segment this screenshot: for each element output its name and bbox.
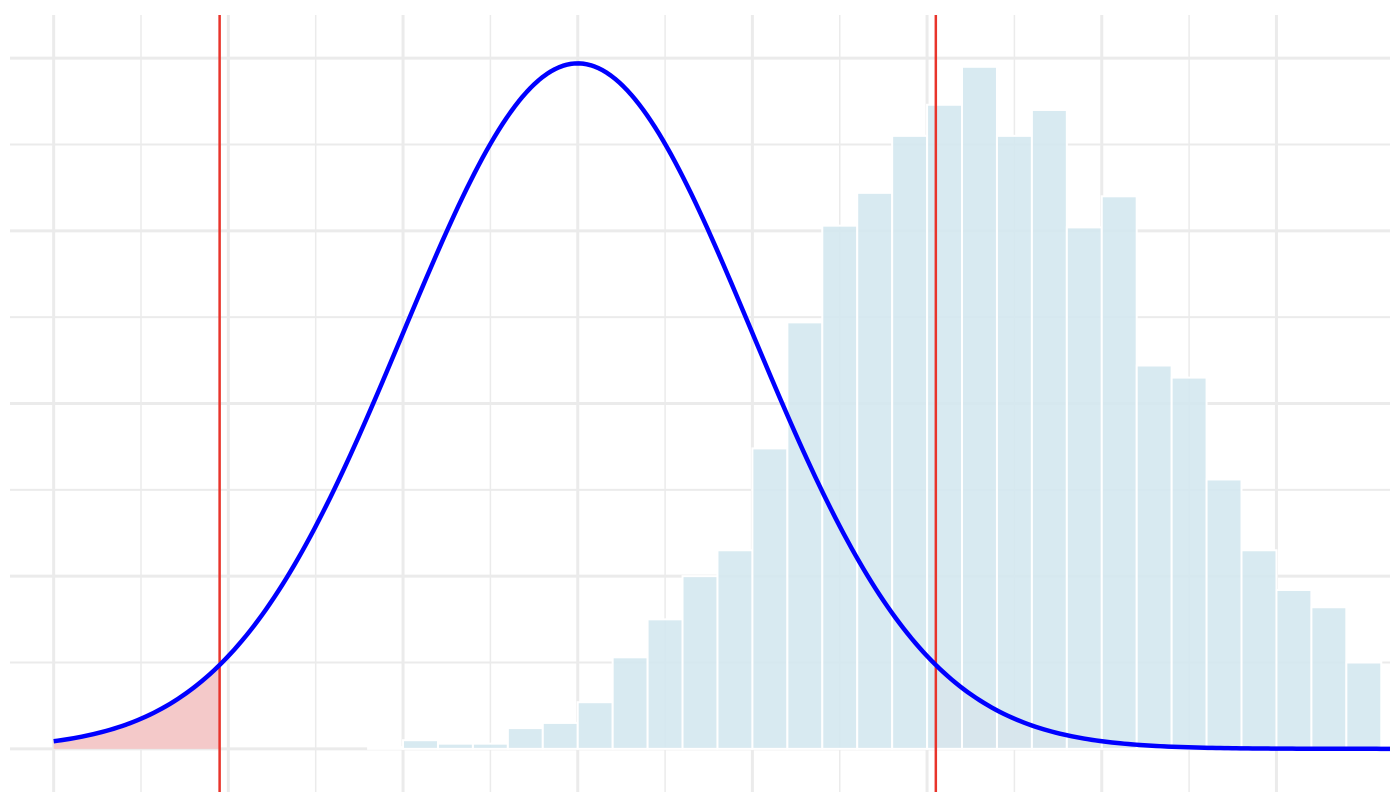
histogram-bar [471, 742, 509, 750]
histogram-bar [1170, 376, 1208, 750]
histogram-bar [786, 321, 824, 750]
histogram-bar [1065, 226, 1103, 750]
histogram-bar [1345, 661, 1383, 750]
histogram-bar [402, 739, 439, 750]
histogram-bar [1030, 108, 1068, 750]
histogram-bar [1100, 195, 1138, 750]
histogram-bar [576, 701, 614, 750]
histogram-bar [856, 191, 894, 750]
histogram-bar [646, 618, 684, 750]
histogram-bar [1310, 606, 1348, 750]
left-tail-area [53, 665, 220, 749]
histogram-bar [611, 656, 649, 750]
histogram-bar [1205, 478, 1243, 750]
histogram-bar [821, 224, 859, 750]
histogram-bar [1135, 364, 1173, 750]
histogram-bar [926, 103, 964, 750]
histogram-bar [961, 65, 998, 750]
histogram-bar [436, 742, 474, 750]
histogram-bar [1240, 549, 1278, 750]
histogram-bar [751, 447, 789, 750]
histogram-bar [541, 721, 579, 750]
histogram-bar [367, 746, 405, 750]
histogram-bar [681, 575, 719, 750]
histogram-bar [995, 134, 1033, 750]
histogram-bar [716, 549, 754, 750]
histogram-bar [891, 134, 929, 750]
histogram-bar [1275, 588, 1313, 750]
histogram-bar [506, 727, 544, 750]
